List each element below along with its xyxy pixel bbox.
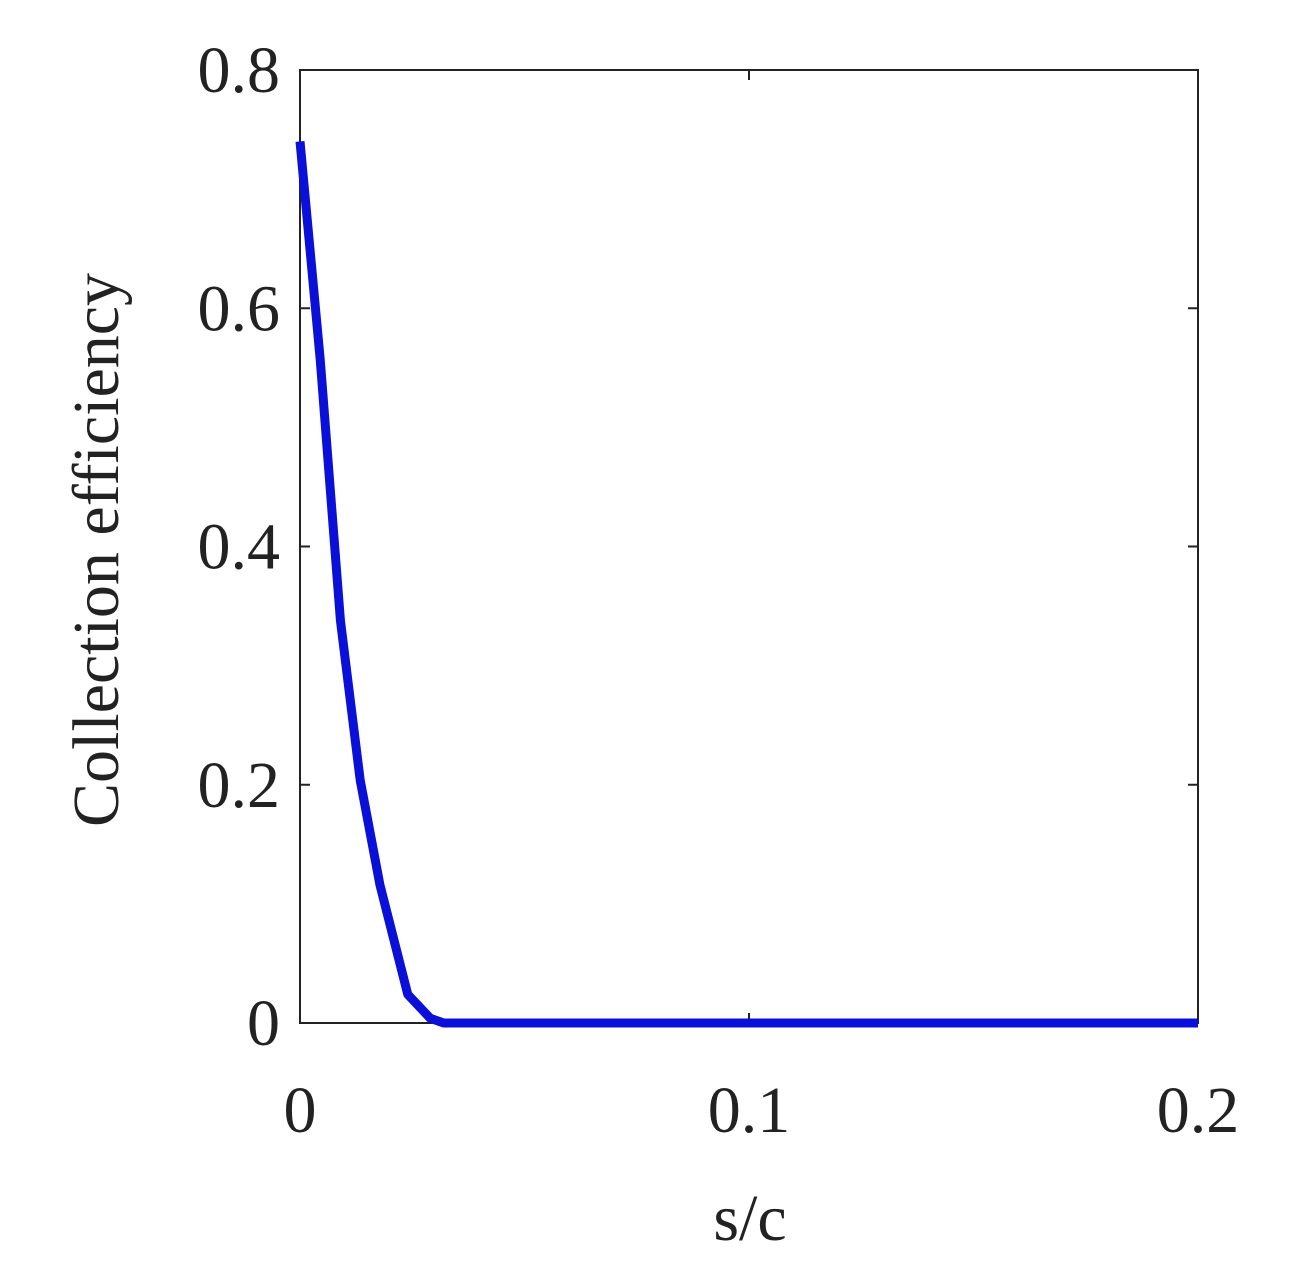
y-tick-label: 0.6 bbox=[198, 272, 281, 345]
y-tick-label: 0.8 bbox=[198, 34, 281, 107]
x-tick-label: 0 bbox=[284, 1074, 317, 1147]
y-tick-label: 0 bbox=[247, 987, 280, 1060]
x-axis-label: s/c bbox=[713, 1182, 786, 1255]
y-tick-label: 0.2 bbox=[198, 749, 281, 822]
x-tick-label: 0.1 bbox=[708, 1074, 791, 1147]
plot-frame bbox=[299, 69, 1199, 1024]
y-tick-label: 0.4 bbox=[198, 511, 281, 584]
data-line bbox=[295, 141, 1198, 1028]
x-tick-label: 0.2 bbox=[1157, 1074, 1240, 1147]
y-axis-label: Collection efficiency bbox=[60, 273, 133, 827]
